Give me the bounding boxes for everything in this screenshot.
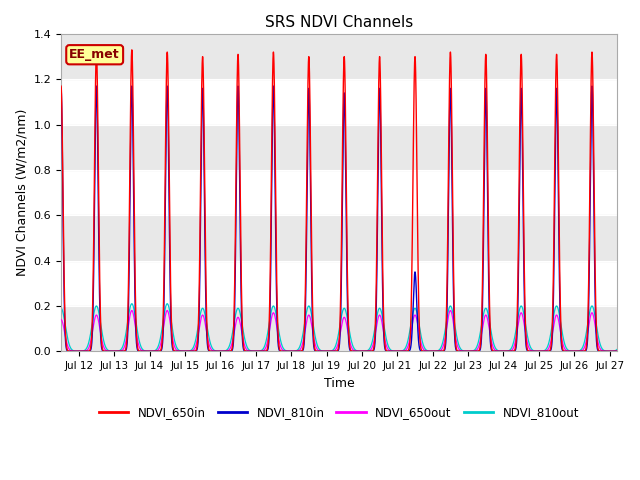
Legend: NDVI_650in, NDVI_810in, NDVI_650out, NDVI_810out: NDVI_650in, NDVI_810in, NDVI_650out, NDV… [94, 402, 584, 424]
Bar [61, 34, 617, 79]
Title: SRS NDVI Channels: SRS NDVI Channels [265, 15, 413, 30]
Y-axis label: NDVI Channels (W/m2/nm): NDVI Channels (W/m2/nm) [15, 109, 28, 276]
Bar [61, 216, 617, 261]
X-axis label: Time: Time [323, 377, 355, 390]
Bar [61, 306, 617, 351]
Text: EE_met: EE_met [69, 48, 120, 61]
Bar [61, 125, 617, 170]
